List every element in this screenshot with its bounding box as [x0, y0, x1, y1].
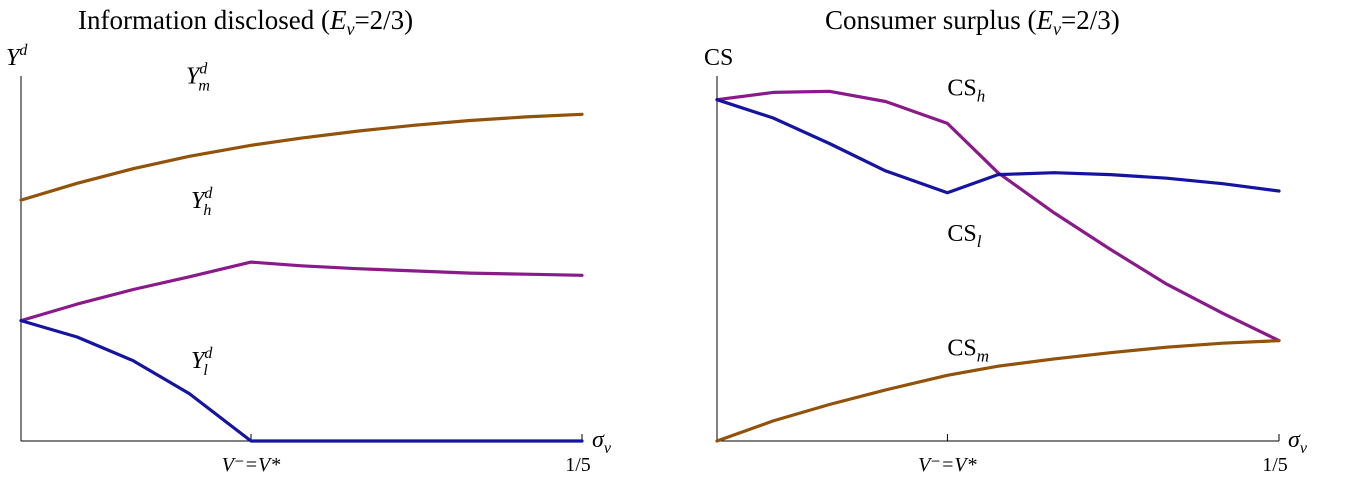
x-axis-label: σv	[592, 427, 612, 457]
y-axis-label: Yd	[6, 42, 28, 71]
series-line-l	[715, 98, 1281, 195]
x-tick-label: 1/5	[1262, 454, 1288, 476]
series-lines	[19, 112, 584, 443]
series-labels: CSh CSl CSm	[947, 75, 989, 365]
series-line-h	[19, 260, 584, 323]
series-label-l: CSl	[947, 221, 981, 251]
x-ticks: V⁻=V* 1/5	[918, 434, 1288, 476]
x-tick-label: V⁻=V*	[918, 454, 977, 476]
series-lines	[715, 89, 1281, 443]
series-line-l	[19, 319, 584, 443]
series-labels: Yd m Yd h Yd l	[186, 60, 213, 379]
series-label-m: Yd m	[186, 60, 210, 94]
series-line-m	[715, 339, 1281, 443]
panel-consumer-surplus: Consumer surplus (Ev=2/3) CS σv V⁻=V* 1/5…	[704, 5, 1308, 476]
y-axis-label: CS	[704, 45, 733, 71]
series-line-m	[19, 112, 584, 202]
panel-information-disclosed: Information disclosed (Ev=2/3) Yd σv V⁻=…	[6, 5, 612, 476]
panel-title: Consumer surplus (Ev=2/3)	[825, 5, 1120, 39]
panel-title: Information disclosed (Ev=2/3)	[78, 5, 413, 39]
x-ticks: V⁻=V* 1/5	[222, 434, 591, 476]
x-tick-label: 1/5	[565, 454, 591, 476]
x-tick-label: V⁻=V*	[222, 454, 281, 476]
series-label-m: CSm	[947, 335, 989, 365]
series-label-l: Yd l	[191, 345, 213, 379]
series-line-h	[715, 89, 1281, 343]
x-axis-label: σv	[1288, 427, 1308, 457]
series-label-h: Yd h	[191, 185, 213, 219]
series-label-h: CSh	[947, 75, 985, 105]
